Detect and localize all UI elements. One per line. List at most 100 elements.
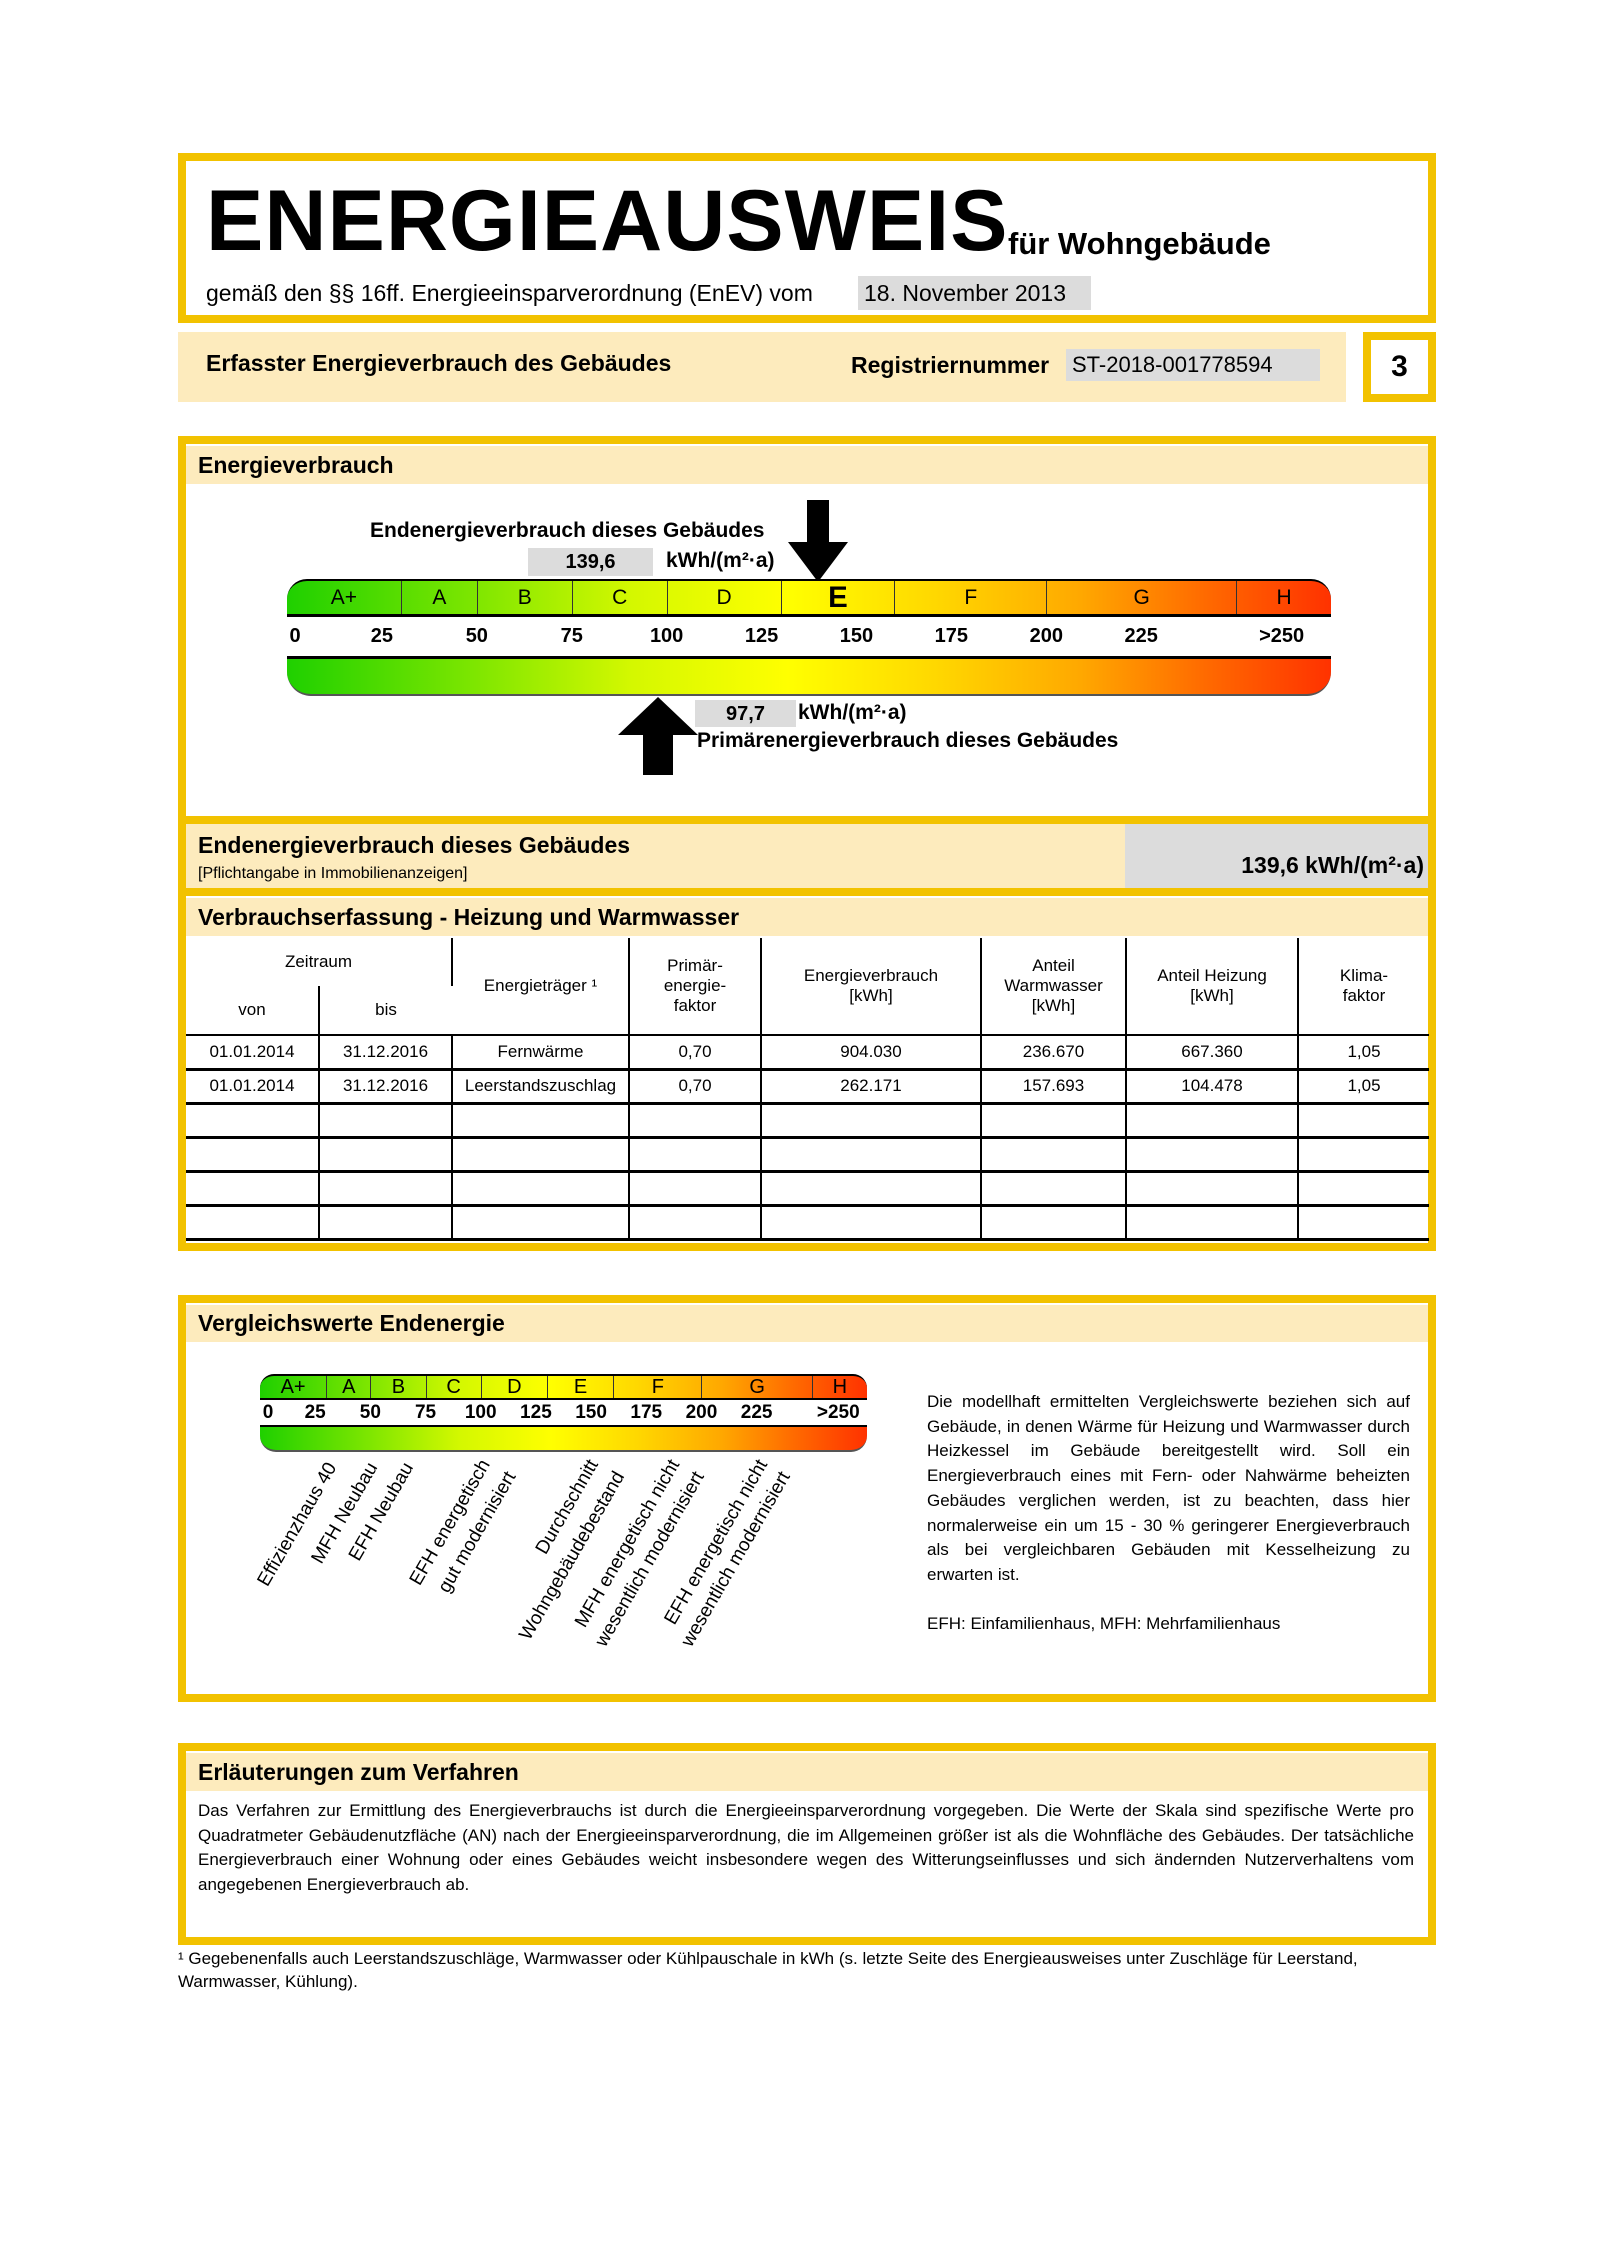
table-cell — [452, 1171, 630, 1205]
scale-tick-label: 150 — [575, 1402, 607, 1423]
table-cell — [761, 1103, 982, 1137]
scale-tick-label: 0 — [289, 625, 301, 647]
legal-date: 18. November 2013 — [858, 276, 1091, 310]
table-cell: 236.670 — [981, 1035, 1127, 1069]
energy-class-E: E — [546, 1376, 613, 1398]
energy-class-D: D — [666, 581, 781, 614]
table-cell: 1,05 — [1347, 1041, 1381, 1061]
scale-tick-label: 75 — [414, 1402, 437, 1423]
table-cell: 1,05 — [1347, 1076, 1381, 1095]
scale-tick-label: 225 — [1124, 625, 1158, 647]
registration-label: Registriernummer — [851, 352, 1050, 378]
comparison-header: Vergleichswerte Endenergie — [186, 1305, 1428, 1342]
explanation-text: Das Verfahren zur Ermittlung des Energie… — [198, 1801, 1414, 1894]
comparison-gradient-bar — [260, 1425, 867, 1452]
energy-class-F: F — [613, 1376, 701, 1398]
legal-basis: gemäß den §§ 16ff. Energieeinsparverordn… — [206, 280, 813, 306]
col-warmwasser: Anteil Warmwasser [kWh] — [981, 938, 1127, 1035]
table-cell: 157.693 — [981, 1069, 1127, 1103]
end-energy-row-note: [Pflichtangabe in Immobilienanzeigen] — [198, 865, 468, 882]
table-cell: 667.360 — [1126, 1035, 1299, 1069]
table-cell — [452, 1137, 630, 1171]
scale-tick-label: 175 — [630, 1402, 663, 1423]
col-primaerenergiefaktor: Primär- energie- faktor — [629, 938, 762, 1035]
consumption-header: Verbrauchserfassung - Heizung und Warmwa… — [186, 898, 1428, 936]
table-cell — [319, 1205, 453, 1239]
table-cell — [319, 1103, 453, 1137]
title-box — [178, 153, 1436, 323]
table-cell — [629, 1137, 762, 1171]
energy-gradient-bar — [287, 656, 1331, 696]
table-cell — [761, 1137, 982, 1171]
table-row: 01.01.2014 31.12.2016 Leerstandszuschlag 0,… — [186, 1069, 1429, 1103]
table-cell — [981, 1205, 1127, 1239]
scale-tick-label: 200 — [1029, 625, 1063, 647]
subheader-label: Erfasster Energieverbrauch des Gebäudes — [206, 350, 672, 376]
document-title: ENERGIEAUSWEIS — [206, 173, 1009, 269]
primary-energy-label: Primärenergieverbrauch dieses Gebäudes — [697, 729, 1119, 752]
table-cell — [629, 1205, 762, 1239]
table-cell — [1126, 1137, 1299, 1171]
col-energieverbrauch: Energieverbrauch [kWh] — [761, 938, 982, 1035]
energy-class-H: H — [1236, 581, 1331, 614]
comparison-section — [178, 1295, 1436, 1702]
table-cell — [186, 1103, 320, 1137]
table-cell — [319, 1137, 453, 1171]
col-von: von — [186, 986, 320, 1035]
scale-tick-label: 125 — [520, 1402, 552, 1423]
explanation-header: Erläuterungen zum Verfahren — [186, 1753, 1428, 1791]
primary-energy-unit: kWh/(m²·a) — [798, 701, 907, 724]
end-energy-row-label: Endenergieverbrauch dieses Gebäudes — [198, 832, 631, 858]
energy-class-B: B — [476, 581, 572, 614]
energy-class-B: B — [370, 1376, 425, 1398]
energy-class-E: E — [780, 581, 895, 614]
table-cell — [186, 1171, 320, 1205]
table-cell: 01.01.2014 — [186, 1069, 320, 1103]
energy-class-scale: A+ A B C D E F G H — [287, 579, 1331, 617]
table-cell — [1298, 1137, 1429, 1171]
table-cell: 262.171 — [761, 1069, 982, 1103]
energy-class-A: A — [326, 1376, 370, 1398]
consumption-table: Zeitraum Energieträger ¹ Primär- energie… — [186, 938, 1429, 1241]
table-cell — [1126, 1171, 1299, 1205]
page-number: 3 — [1363, 332, 1436, 402]
table-cell — [452, 1103, 630, 1137]
energy-section — [178, 436, 1436, 1251]
scale-tick-label: 75 — [560, 625, 583, 647]
comparison-abbreviations: EFH: Einfamilienhaus, MFH: Mehrfamilienh… — [927, 1614, 1281, 1633]
table-cell: 0,70 — [629, 1069, 762, 1103]
energy-class-C: C — [425, 1376, 481, 1398]
table-cell: Leerstandszuschlag — [452, 1069, 630, 1103]
table-cell — [981, 1137, 1127, 1171]
scale-tick-label: 125 — [744, 625, 779, 647]
scale-tick-label: >250 — [1259, 625, 1305, 647]
document-subtitle: für Wohngebäude — [1008, 226, 1271, 261]
col-energietraeger: Energieträger ¹ — [452, 938, 630, 1035]
registration-number: ST-2018-001778594 — [1066, 349, 1320, 381]
scale-tick-label: 0 — [262, 1402, 274, 1423]
table-cell — [1298, 1205, 1429, 1239]
table-cell — [452, 1205, 630, 1239]
table-cell — [186, 1137, 320, 1171]
primary-energy-arrow-icon — [618, 697, 698, 775]
scale-tick-label: 100 — [464, 1402, 497, 1423]
energy-class-H: H — [811, 1376, 867, 1398]
table-cell — [629, 1103, 762, 1137]
energy-class-Aplus: A+ — [330, 585, 358, 609]
col-heizung: Anteil Heizung [kWh] — [1126, 938, 1299, 1035]
energy-class-G: G — [1046, 581, 1236, 614]
table-cell — [629, 1171, 762, 1205]
end-energy-arrow-icon — [788, 500, 848, 582]
table-cell — [186, 1205, 320, 1239]
table-cell: Fernwärme — [452, 1035, 630, 1069]
table-cell — [981, 1171, 1127, 1205]
energy-class-G: G — [701, 1376, 811, 1398]
divider — [186, 816, 1428, 824]
energy-header: Energieverbrauch — [186, 446, 1428, 484]
col-klimafaktor: Klima- faktor — [1339, 966, 1389, 1005]
scale-tick-label: >250 — [816, 1402, 860, 1423]
end-energy-unit: kWh/(m²·a) — [666, 549, 775, 572]
table-row — [186, 1103, 1429, 1137]
scale-tick-label: 225 — [740, 1402, 773, 1423]
primary-energy-value: 97,7 — [695, 700, 796, 727]
